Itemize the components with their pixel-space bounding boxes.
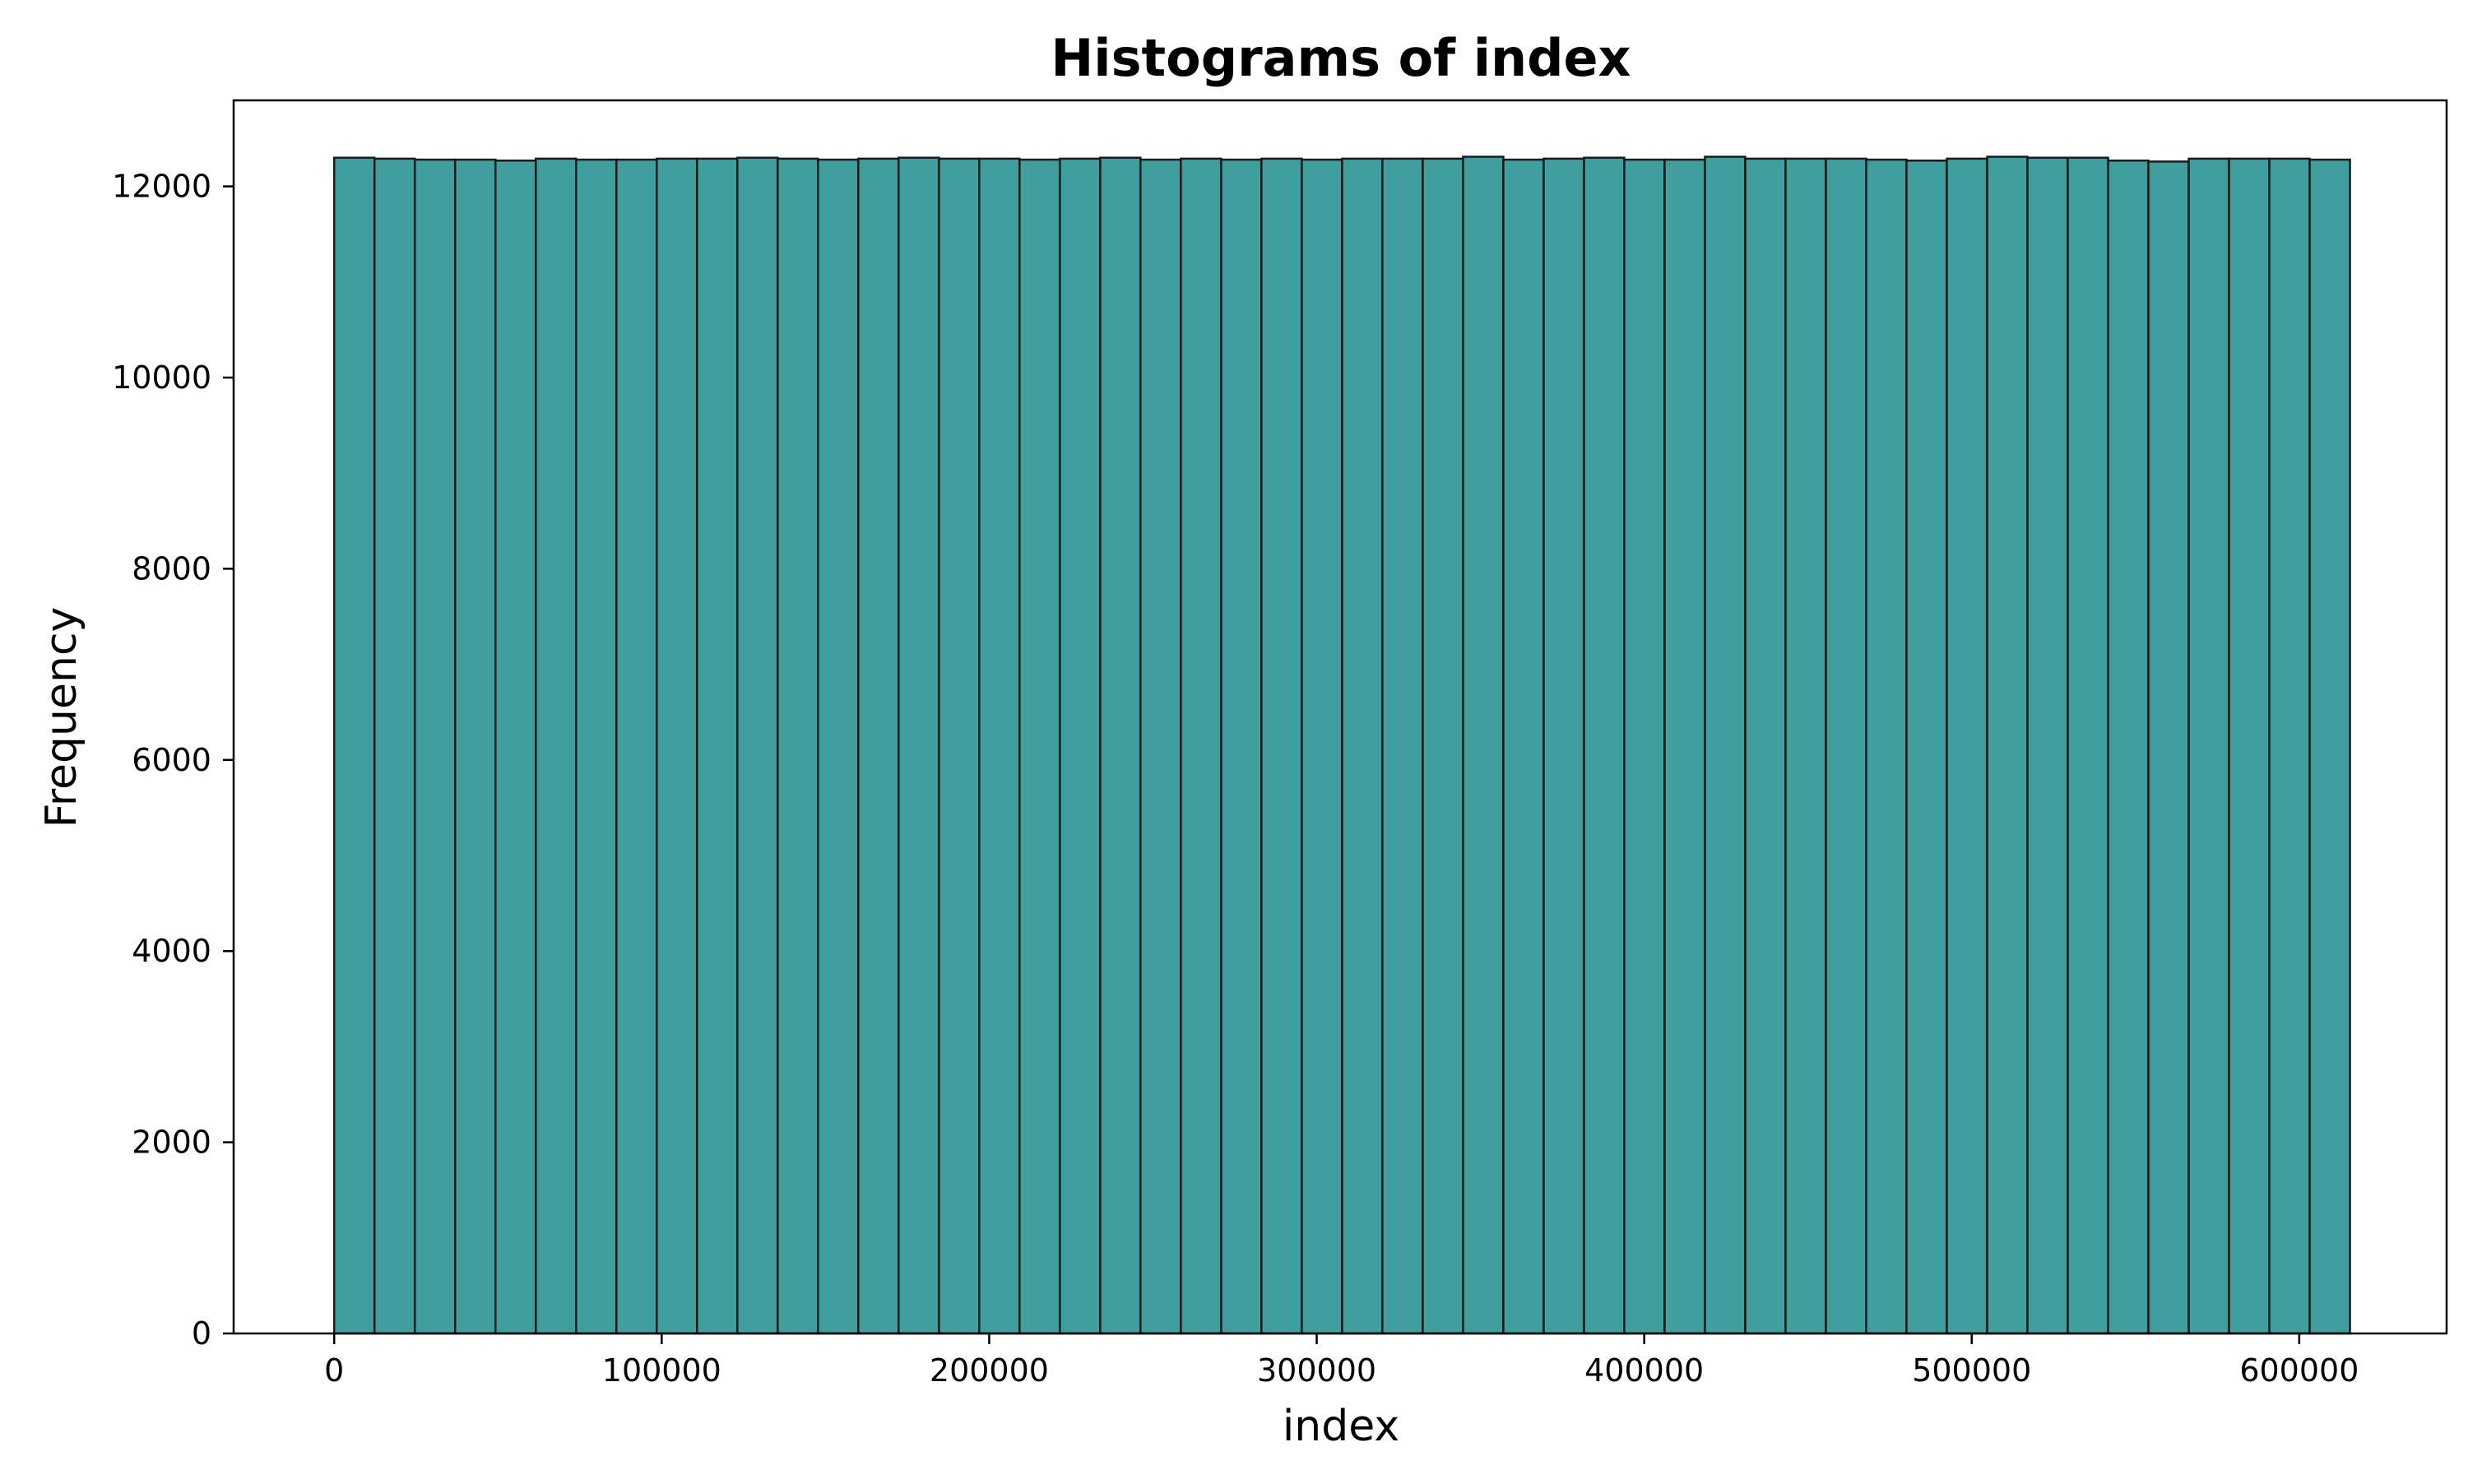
histogram-bar [1865,158,1908,1335]
y-tick-label: 0 [192,1315,211,1352]
histogram-bar [1825,157,1867,1335]
histogram-bar [2147,160,2190,1335]
histogram-bar [857,157,900,1335]
histogram-bar [1986,155,2029,1335]
x-tick-label: 0 [324,1352,344,1389]
histogram-bar [1301,158,1343,1335]
histogram-bar [938,157,981,1335]
y-axis-label: Frequency [37,607,86,828]
y-tick-label: 12000 [112,169,211,205]
x-tick-label: 200000 [930,1352,1049,1389]
histogram-bar [2107,159,2150,1335]
histogram-bar [1704,155,1747,1335]
ticks-layer: 0 100000 200000 300000 400000 500000 600000 0 20… [112,169,2359,1389]
y-tick-label: 8000 [132,550,211,587]
histogram-bar [898,156,940,1335]
histogram-bar [2228,157,2271,1335]
histogram-bar [656,157,698,1335]
histogram-bar [373,157,416,1335]
histogram-bar [1946,157,1988,1335]
x-tick-label: 300000 [1257,1352,1376,1389]
x-tick-label: 500000 [1912,1352,2031,1389]
histogram-bar [332,156,376,1335]
histogram-bar [817,158,860,1335]
histogram-bar [1502,158,1545,1335]
plot-area-frame [232,99,2448,1335]
histogram-bar [2187,157,2230,1335]
histogram-bar [1583,156,1626,1335]
histogram-bar [453,158,497,1335]
histogram-bar [978,157,1021,1335]
x-tick-label: 100000 [602,1352,721,1389]
histogram-bar [1623,158,1666,1335]
histogram-bar [1905,159,1948,1335]
histogram-bar [1542,157,1585,1335]
histogram-bar [777,157,819,1335]
histogram-bar [615,158,658,1335]
histogram-bar [1663,158,1706,1335]
histogram-bar [413,158,457,1335]
histogram-bar [575,158,618,1335]
histogram-bar [535,157,578,1335]
histogram-bar [1018,158,1061,1335]
histogram-bar [1341,157,1384,1335]
y-tick-label: 4000 [132,933,211,969]
histogram-bar [2026,156,2069,1335]
histogram-bar [1220,158,1263,1335]
histogram-bar [494,159,537,1335]
histogram-bar [2308,158,2351,1335]
histogram-bar [1381,157,1424,1335]
histogram-bar [1260,157,1303,1335]
histogram-bar [736,156,779,1335]
histogram-bar [2067,156,2109,1335]
histogram-bar [1099,156,1142,1335]
histogram-bar [1422,157,1464,1335]
histogram-bar [1059,157,1102,1335]
histogram-bar [1180,157,1222,1335]
y-tick-label: 6000 [132,742,211,778]
histogram-bar [2268,157,2311,1335]
x-axis-label: index [1283,1402,1399,1451]
y-tick-label: 10000 [112,359,211,396]
x-tick-label: 600000 [2239,1352,2359,1389]
chart-title: Histograms of index [1051,28,1631,88]
bars-layer [332,155,2351,1335]
y-tick-label: 2000 [132,1125,211,1161]
histogram-bar [696,157,739,1335]
histogram-bar [1744,157,1787,1335]
histogram-bar [1462,155,1505,1335]
histogram-bar [1139,158,1182,1335]
x-tick-label: 400000 [1584,1352,1704,1389]
histogram-bar [1784,157,1827,1335]
